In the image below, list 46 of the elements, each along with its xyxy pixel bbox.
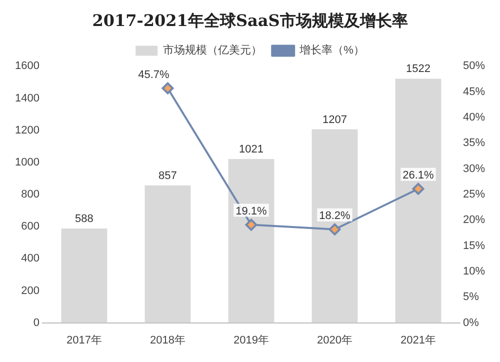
y-tick-label: 0 [33, 316, 40, 329]
x-tick-label: 2018年 [150, 334, 186, 346]
y-tick-label: 400 [21, 252, 40, 265]
point [162, 82, 174, 94]
point [412, 182, 424, 195]
y-tick-label: 1400 [14, 92, 40, 104]
x-tick-label: 2020年 [316, 334, 352, 346]
bar [61, 228, 108, 323]
y-tick-label: 1000 [14, 156, 40, 168]
y2-tick-label: 20% [462, 214, 486, 226]
y-tick-label: 800 [21, 188, 40, 201]
y2-tick-label: 0% [462, 316, 480, 329]
y-tick-label: 200 [21, 284, 40, 297]
data-label: 45.7% [138, 68, 170, 81]
y2-tick-label: 10% [462, 266, 486, 278]
data-label: 19.1% [236, 205, 268, 218]
y-tick-label: 1600 [14, 60, 40, 72]
data-label: 18.2% [319, 210, 351, 222]
data-label: 1021 [238, 144, 264, 156]
legend-label: 市场规模（亿美元） [163, 44, 262, 57]
y-tick-label: 1200 [14, 124, 40, 136]
legend-label: 增长率（%） [298, 44, 364, 57]
point [328, 223, 341, 236]
data-label: 857 [158, 170, 177, 182]
y-tick-label: 600 [21, 220, 40, 233]
x-tick-label: 2021年 [400, 334, 436, 346]
x-tick-label: 2019年 [233, 334, 269, 346]
data-label: 1522 [406, 63, 430, 76]
chart-title: 2017-2021年全球SaaS市场规模及增长率 [92, 10, 408, 30]
bar [395, 78, 442, 323]
x-tick-label: 2017年 [66, 334, 102, 346]
point [245, 218, 258, 231]
data-label: 1207 [322, 114, 347, 126]
y2-tick-label: 15% [462, 240, 486, 252]
bar [312, 129, 358, 323]
y2-tick-label: 5% [462, 291, 480, 304]
y2-tick-label: 40% [462, 112, 486, 124]
data-label: 26.1% [402, 169, 434, 182]
bar [144, 185, 191, 323]
y2-tick-label: 45% [462, 86, 486, 98]
y2-tick-label: 35% [462, 137, 486, 150]
y2-tick-label: 50% [462, 60, 486, 72]
bar [228, 159, 274, 323]
data-label: 588 [75, 213, 94, 226]
y2-tick-label: 30% [462, 162, 486, 175]
y2-tick-label: 25% [462, 188, 486, 201]
